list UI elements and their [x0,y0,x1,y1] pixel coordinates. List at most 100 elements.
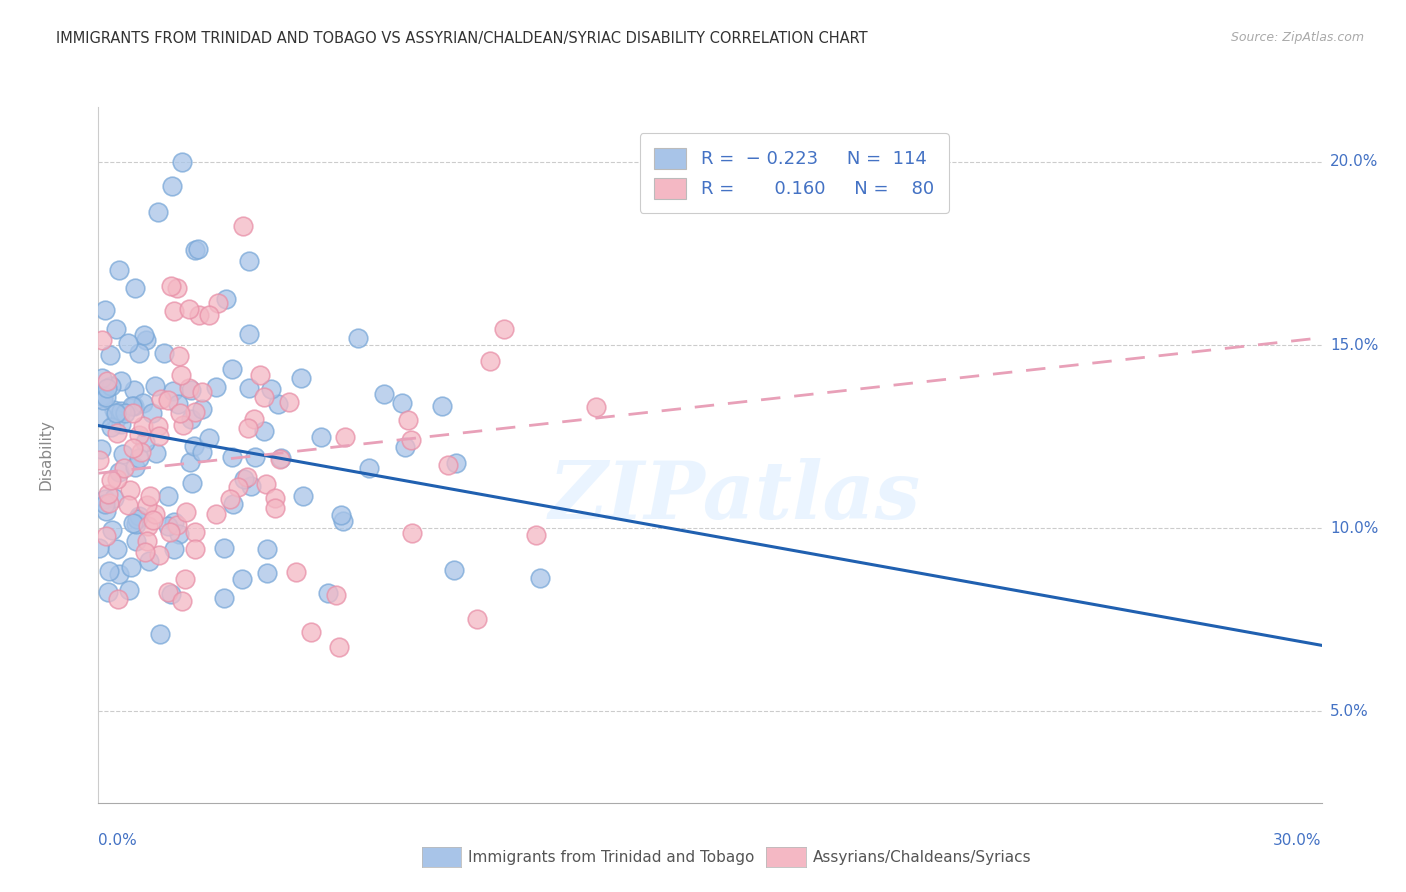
Point [135,498,157,512]
Point [125,516,148,531]
Point [328,640,350,654]
Point [166,518,188,533]
Point [184,542,207,557]
Point [134,434,156,449]
Point [179,301,201,316]
Point [91,392,114,407]
Point [108,263,131,277]
Point [100,378,122,392]
Point [157,489,180,503]
Point [96,504,118,518]
Point [333,430,356,444]
Point [309,430,332,444]
Point [221,497,243,511]
Point [198,308,221,322]
Point [170,368,193,382]
Text: Source: ZipAtlas.com: Source: ZipAtlas.com [1230,31,1364,45]
Point [118,483,141,497]
Point [160,279,183,293]
Point [176,505,198,519]
Point [138,554,160,568]
Point [110,417,132,431]
Point [135,533,157,548]
Point [494,322,516,336]
Point [157,393,180,408]
Point [159,524,181,539]
Point [104,322,127,336]
Point [103,403,125,417]
Point [108,466,131,480]
Point [465,612,488,626]
Point [145,445,167,459]
Point [167,527,190,541]
Point [478,354,501,368]
Point [263,491,285,505]
Point [117,498,139,512]
Point [132,396,155,410]
Text: 0.0%: 0.0% [98,833,138,848]
Point [103,491,125,505]
Point [136,519,159,533]
Point [96,374,118,388]
Point [181,475,204,490]
Point [87,541,110,555]
Point [122,441,145,455]
Point [152,345,174,359]
Point [110,403,132,417]
Text: Assyrians/Chaldeans/Syriacs: Assyrians/Chaldeans/Syriacs [813,850,1031,864]
Point [121,399,143,413]
Point [150,392,173,406]
Point [90,333,112,347]
Point [114,406,136,420]
Point [94,529,117,543]
Point [373,386,395,401]
Point [162,384,184,398]
Point [221,450,243,465]
Point [125,512,148,526]
Point [167,397,190,411]
Point [245,450,267,464]
Point [90,370,112,384]
Point [105,472,128,486]
Text: IMMIGRANTS FROM TRINIDAD AND TOBAGO VS ASSYRIAN/CHALDEAN/SYRIAC DISABILITY CORRE: IMMIGRANTS FROM TRINIDAD AND TOBAGO VS A… [56,31,868,46]
Point [148,429,170,443]
Point [357,461,380,475]
Point [256,542,278,557]
Text: 20.0%: 20.0% [1330,154,1378,169]
Text: Immigrants from Trinidad and Tobago: Immigrants from Trinidad and Tobago [468,850,755,864]
Point [97,496,120,510]
Point [128,451,150,466]
Point [134,545,156,559]
Point [430,399,453,413]
Point [91,409,114,423]
Point [122,384,145,398]
Point [163,541,186,556]
Point [183,439,205,453]
Point [243,412,266,426]
Point [236,469,259,483]
Point [180,412,202,426]
Point [190,444,212,458]
Point [330,508,353,522]
Point [198,432,221,446]
Point [191,385,214,400]
Text: 15.0%: 15.0% [1330,337,1378,352]
Point [179,455,201,469]
Point [170,594,193,608]
Point [233,472,256,486]
Point [290,370,312,384]
Point [443,563,465,577]
Point [188,308,211,322]
Point [128,427,150,442]
Point [122,516,145,530]
Point [117,336,139,351]
Point [122,399,145,413]
Point [332,514,354,528]
Point [231,572,253,586]
Point [98,347,121,361]
Point [132,328,155,343]
Point [94,497,117,511]
Point [292,489,315,503]
Point [212,541,235,555]
Text: Disability: Disability [38,419,53,491]
